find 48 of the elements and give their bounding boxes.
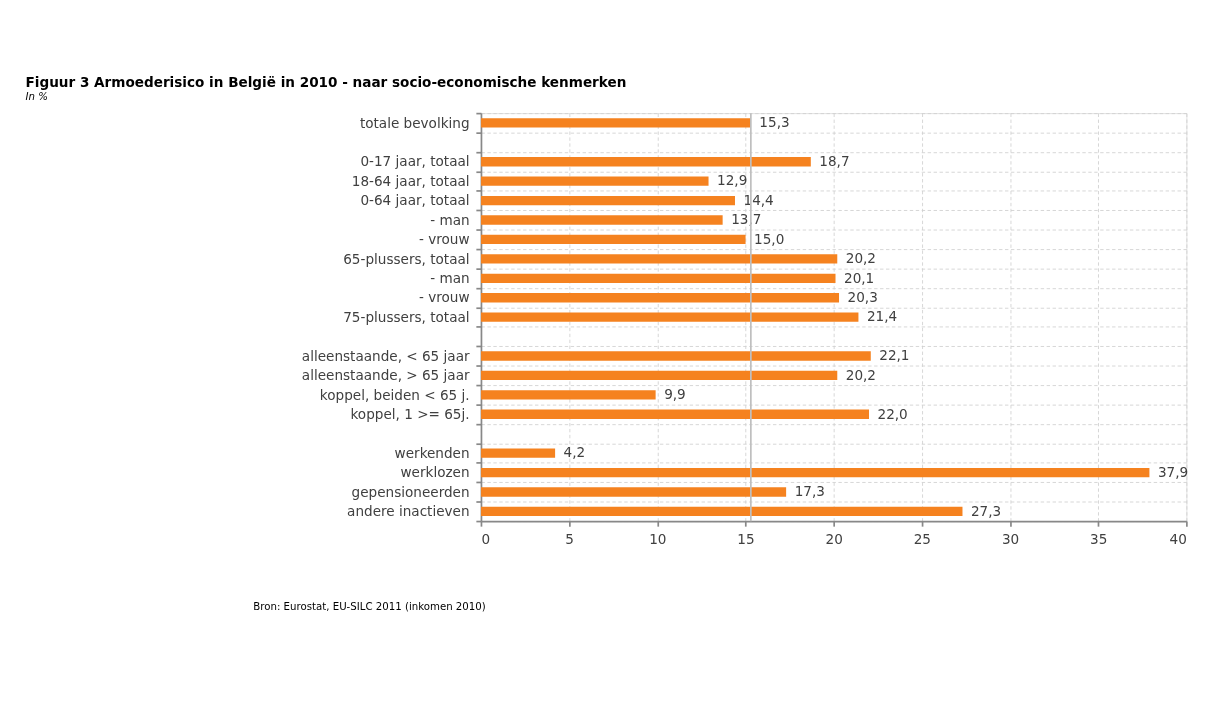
data-label: 21,4: [866, 308, 898, 325]
y-tick-label: 65-plussers, totaal: [343, 250, 470, 267]
y-tick-label: - man: [430, 211, 470, 228]
y-tick-label: 18-64 jaar, totaal: [351, 172, 470, 189]
x-tick-label: 20: [825, 531, 843, 548]
data-label: 18,7: [819, 152, 850, 169]
y-tick-label: koppel, beiden < 65 j.: [319, 386, 470, 403]
data-label: 27,3: [970, 502, 1002, 519]
x-tick-label: 10: [649, 531, 667, 548]
y-tick-label: - vrouw: [419, 289, 470, 306]
text: In %: [25, 90, 48, 102]
data-label: 22,0: [877, 405, 908, 422]
x-tick-label: 40: [1169, 531, 1187, 548]
data-label: 12,9: [717, 172, 748, 189]
x-tick-label: 0: [481, 531, 491, 548]
y-tick-label: 75-plussers, totaal: [343, 308, 470, 325]
data-label: 20,3: [847, 288, 878, 305]
data-label: 13,7: [731, 211, 762, 228]
x-tick-label: 30: [1001, 531, 1020, 548]
data-label: 22,1: [879, 347, 910, 364]
y-tick-label: - vrouw: [419, 231, 470, 248]
text: Bron: Eurostat, EU-SILC 2011 (inkomen 2010): [253, 600, 486, 612]
y-tick-label: alleenstaande, < 65 jaar: [301, 347, 470, 364]
y-tick-label: werkenden: [394, 444, 470, 461]
y-tick-label: koppel, 1 >= 65j.: [350, 405, 470, 422]
data-label: 20,1: [844, 269, 875, 286]
data-label: 15,3: [759, 114, 790, 131]
data-label: 15,0: [754, 230, 785, 247]
data-label: 37,9: [1157, 463, 1189, 480]
y-tick-label: - man: [430, 269, 470, 286]
text: Figuur 3 Armoederisico in België in 2010 - naar socio-economische kenmerken: [25, 73, 627, 90]
y-tick-label: totale bevolking: [359, 114, 470, 131]
x-tick-label: 35: [1090, 531, 1108, 548]
data-label: 20,2: [845, 250, 877, 267]
data-label: 14,4: [743, 191, 774, 208]
y-tick-label: alleenstaande, > 65 jaar: [301, 367, 470, 384]
x-tick-label: 5: [565, 531, 574, 548]
y-tick-label: werklozen: [400, 464, 470, 481]
y-tick-label: 0-17 jaar, totaal: [360, 153, 470, 170]
data-label: 20,2: [845, 366, 877, 383]
y-tick-label: 0-64 jaar, totaal: [360, 192, 470, 209]
y-tick-label: andere inactieven: [347, 503, 470, 520]
data-label: 4,2: [563, 444, 586, 461]
y-tick-label: gepensioneerden: [351, 483, 470, 500]
x-tick-label: 25: [913, 531, 931, 548]
x-tick-label: 15: [737, 531, 755, 548]
data-label: 17,3: [794, 483, 825, 500]
data-label: 9,9: [664, 386, 686, 403]
